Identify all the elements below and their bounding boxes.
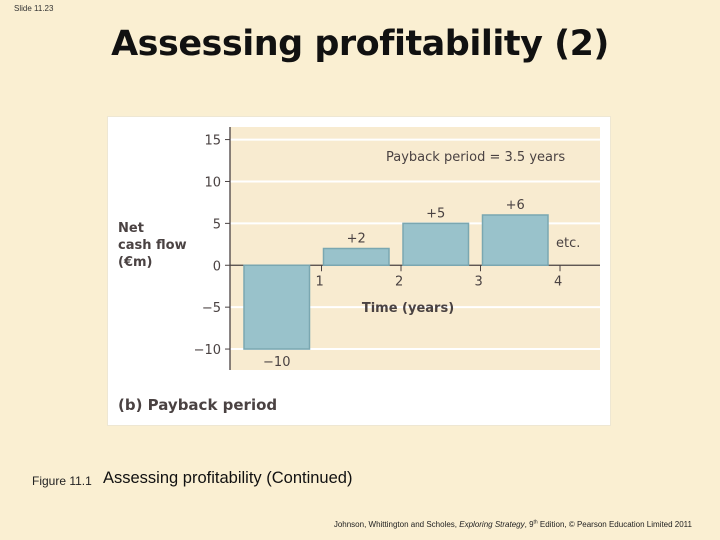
y-axis-label-line: cash flow <box>118 238 187 253</box>
bar <box>402 222 470 267</box>
y-tick-label: 0 <box>213 259 221 274</box>
figure-label: Figure 11.1 <box>32 474 92 488</box>
bar-value-label: −10 <box>263 355 290 370</box>
footer-edition-suffix: th <box>533 519 538 526</box>
x-axis-ticks: 1 2 3 4 <box>316 265 562 289</box>
chart-subtitle: (b) Payback period <box>118 396 277 414</box>
figure-caption: Assessing profitability (Continued) <box>103 469 353 487</box>
figure-panel: 15 10 5 0 −5 −10 1 2 3 4 −10 +2 +5 +6 Net cash flow (… <box>108 117 610 425</box>
y-axis-label-line: Net <box>118 221 144 236</box>
slide-number: Slide 11.23 <box>14 4 54 13</box>
bar <box>322 247 390 267</box>
slide-title: Assessing profitability (2) <box>111 24 609 64</box>
bar <box>243 264 311 350</box>
x-axis-label: Time (years) <box>362 301 454 316</box>
footer-edition: , 9 <box>524 520 534 529</box>
y-tick-label: −10 <box>194 343 221 358</box>
footer-book-title: Exploring Strategy <box>459 520 525 529</box>
y-axis-ticks: 15 10 5 0 −5 −10 <box>194 134 230 358</box>
bar-value-label: +5 <box>426 206 445 221</box>
payback-chart: 15 10 5 0 −5 −10 1 2 3 4 −10 +2 +5 +6 Net cash flow (… <box>118 127 600 414</box>
x-tick-label: 2 <box>395 274 403 289</box>
continuation-label: etc. <box>556 236 580 251</box>
y-tick-label: 5 <box>213 217 221 232</box>
y-axis-label-line: (€m) <box>118 255 152 270</box>
bar <box>481 214 549 267</box>
x-tick-label: 4 <box>554 274 562 289</box>
x-tick-label: 1 <box>316 274 324 289</box>
y-tick-label: 10 <box>204 175 221 190</box>
payback-annotation: Payback period = 3.5 years <box>386 150 565 165</box>
x-tick-label: 3 <box>475 274 483 289</box>
bars <box>243 214 549 350</box>
bar-labels: −10 +2 +5 +6 <box>263 198 525 370</box>
y-axis-label: Net cash flow (€m) <box>118 221 187 270</box>
footer-citation: Johnson, Whittington and Scholes, Explor… <box>334 520 692 529</box>
y-tick-label: 15 <box>204 134 221 149</box>
bar-value-label: +2 <box>347 232 366 247</box>
footer-publisher: Edition, © Pearson Education Limited 201… <box>537 520 692 529</box>
bar-value-label: +6 <box>506 198 525 213</box>
footer-authors: Johnson, Whittington and Scholes, <box>333 520 460 529</box>
y-tick-label: −5 <box>202 301 221 316</box>
